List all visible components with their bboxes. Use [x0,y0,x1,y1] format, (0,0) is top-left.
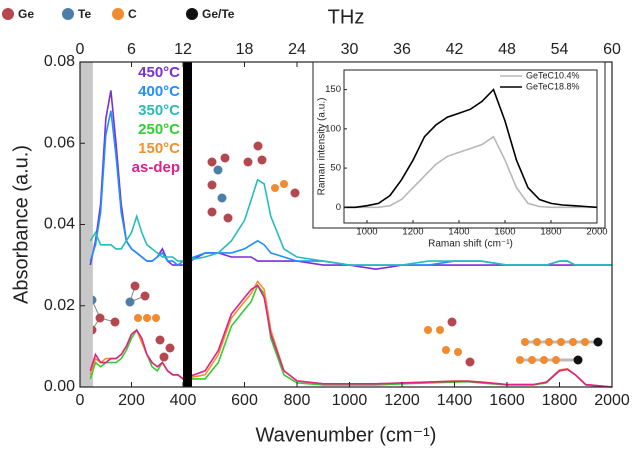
inset-y-tick-label: 50 [330,163,341,174]
x2-tick-label: 24 [288,41,306,58]
x-tick-label: 1200 [384,392,420,409]
x-tick-label: 0 [76,392,85,409]
atom-legend-label: Ge/Te [202,7,235,21]
inset-y-tick-label: 0 [336,202,341,213]
y-tick-label: 0.04 [44,216,75,233]
atom-legend-label: Te [78,7,91,21]
x2-tick-label: 60 [603,41,621,58]
x-tick-label: 1400 [437,392,473,409]
x2-tick-label: 12 [174,41,192,58]
inset-x-tick-label: 1400 [448,227,469,238]
molecules [87,141,603,367]
y-tick-label: 0.00 [44,378,75,395]
axis-break [183,62,192,387]
x2-tick-label: 0 [76,41,85,58]
legend-label: 450°C [138,64,180,81]
x2-tick-label: 18 [236,41,254,58]
atom-legend-marker [62,8,74,20]
inset-y-tick-label: 100 [325,123,341,134]
x-tick-label: 1600 [489,392,525,409]
inset-plot-frame [343,69,598,224]
legend-label: 150°C [138,140,180,157]
x-tick-label: 2000 [594,392,630,409]
x2-tick-label: 54 [551,41,569,58]
inset-x-tick-label: 1000 [356,227,377,238]
legend-label: 400°C [138,83,180,100]
y-axis-title: Absorbance (a.u.) [10,145,32,304]
inset-x-tick-label: 1600 [494,227,515,238]
atom-legend-marker [2,8,14,20]
inset-x-title: Raman shift (cm⁻¹) [428,239,513,250]
atom-legend-marker [112,8,124,20]
atom-legend-label: Ge [18,7,34,21]
inset-legend-label: GeTeC10.4% [526,70,580,80]
inset-x-tick-label: 2000 [586,227,607,238]
inset-line [344,88,598,209]
inset-y-title: Raman intensity (a.u.) [317,98,328,196]
legend-label: 250°C [138,121,180,138]
x-axis-title: Wavenumber (cm⁻¹) [256,424,437,446]
x-tick-label: 1000 [332,392,368,409]
legend-label: as-dep [132,159,180,176]
atom-legend-marker [186,8,198,20]
y-tick-label: 0.06 [44,134,75,151]
x2-tick-label: 30 [341,41,359,58]
data-line [89,178,612,266]
x-tick-label: 800 [284,392,311,409]
legend-label: 350°C [138,102,180,119]
x-tick-label: 600 [231,392,258,409]
x-tick-label: 200 [118,392,145,409]
inset-y-tick-label: 150 [325,84,341,95]
x2-tick-label: 36 [393,41,411,58]
x2-tick-label: 42 [446,41,464,58]
inset-frame [312,61,606,229]
x2-axis-title: THz [328,6,365,28]
atom-legend-label: C [128,7,137,21]
inset-line [344,135,597,209]
inset-legend-label: GeTeC18.8% [526,81,580,91]
inset-x-tick-label: 1800 [540,227,561,238]
inset-x-tick-label: 1200 [402,227,423,238]
x2-tick-label: 48 [498,41,516,58]
x-tick-label: 400 [170,392,197,409]
x2-tick-label: 6 [127,41,136,58]
data-line [89,284,613,388]
x-tick-label: 1800 [542,392,578,409]
y-tick-label: 0.08 [44,53,75,70]
y-tick-label: 0.02 [44,297,75,314]
